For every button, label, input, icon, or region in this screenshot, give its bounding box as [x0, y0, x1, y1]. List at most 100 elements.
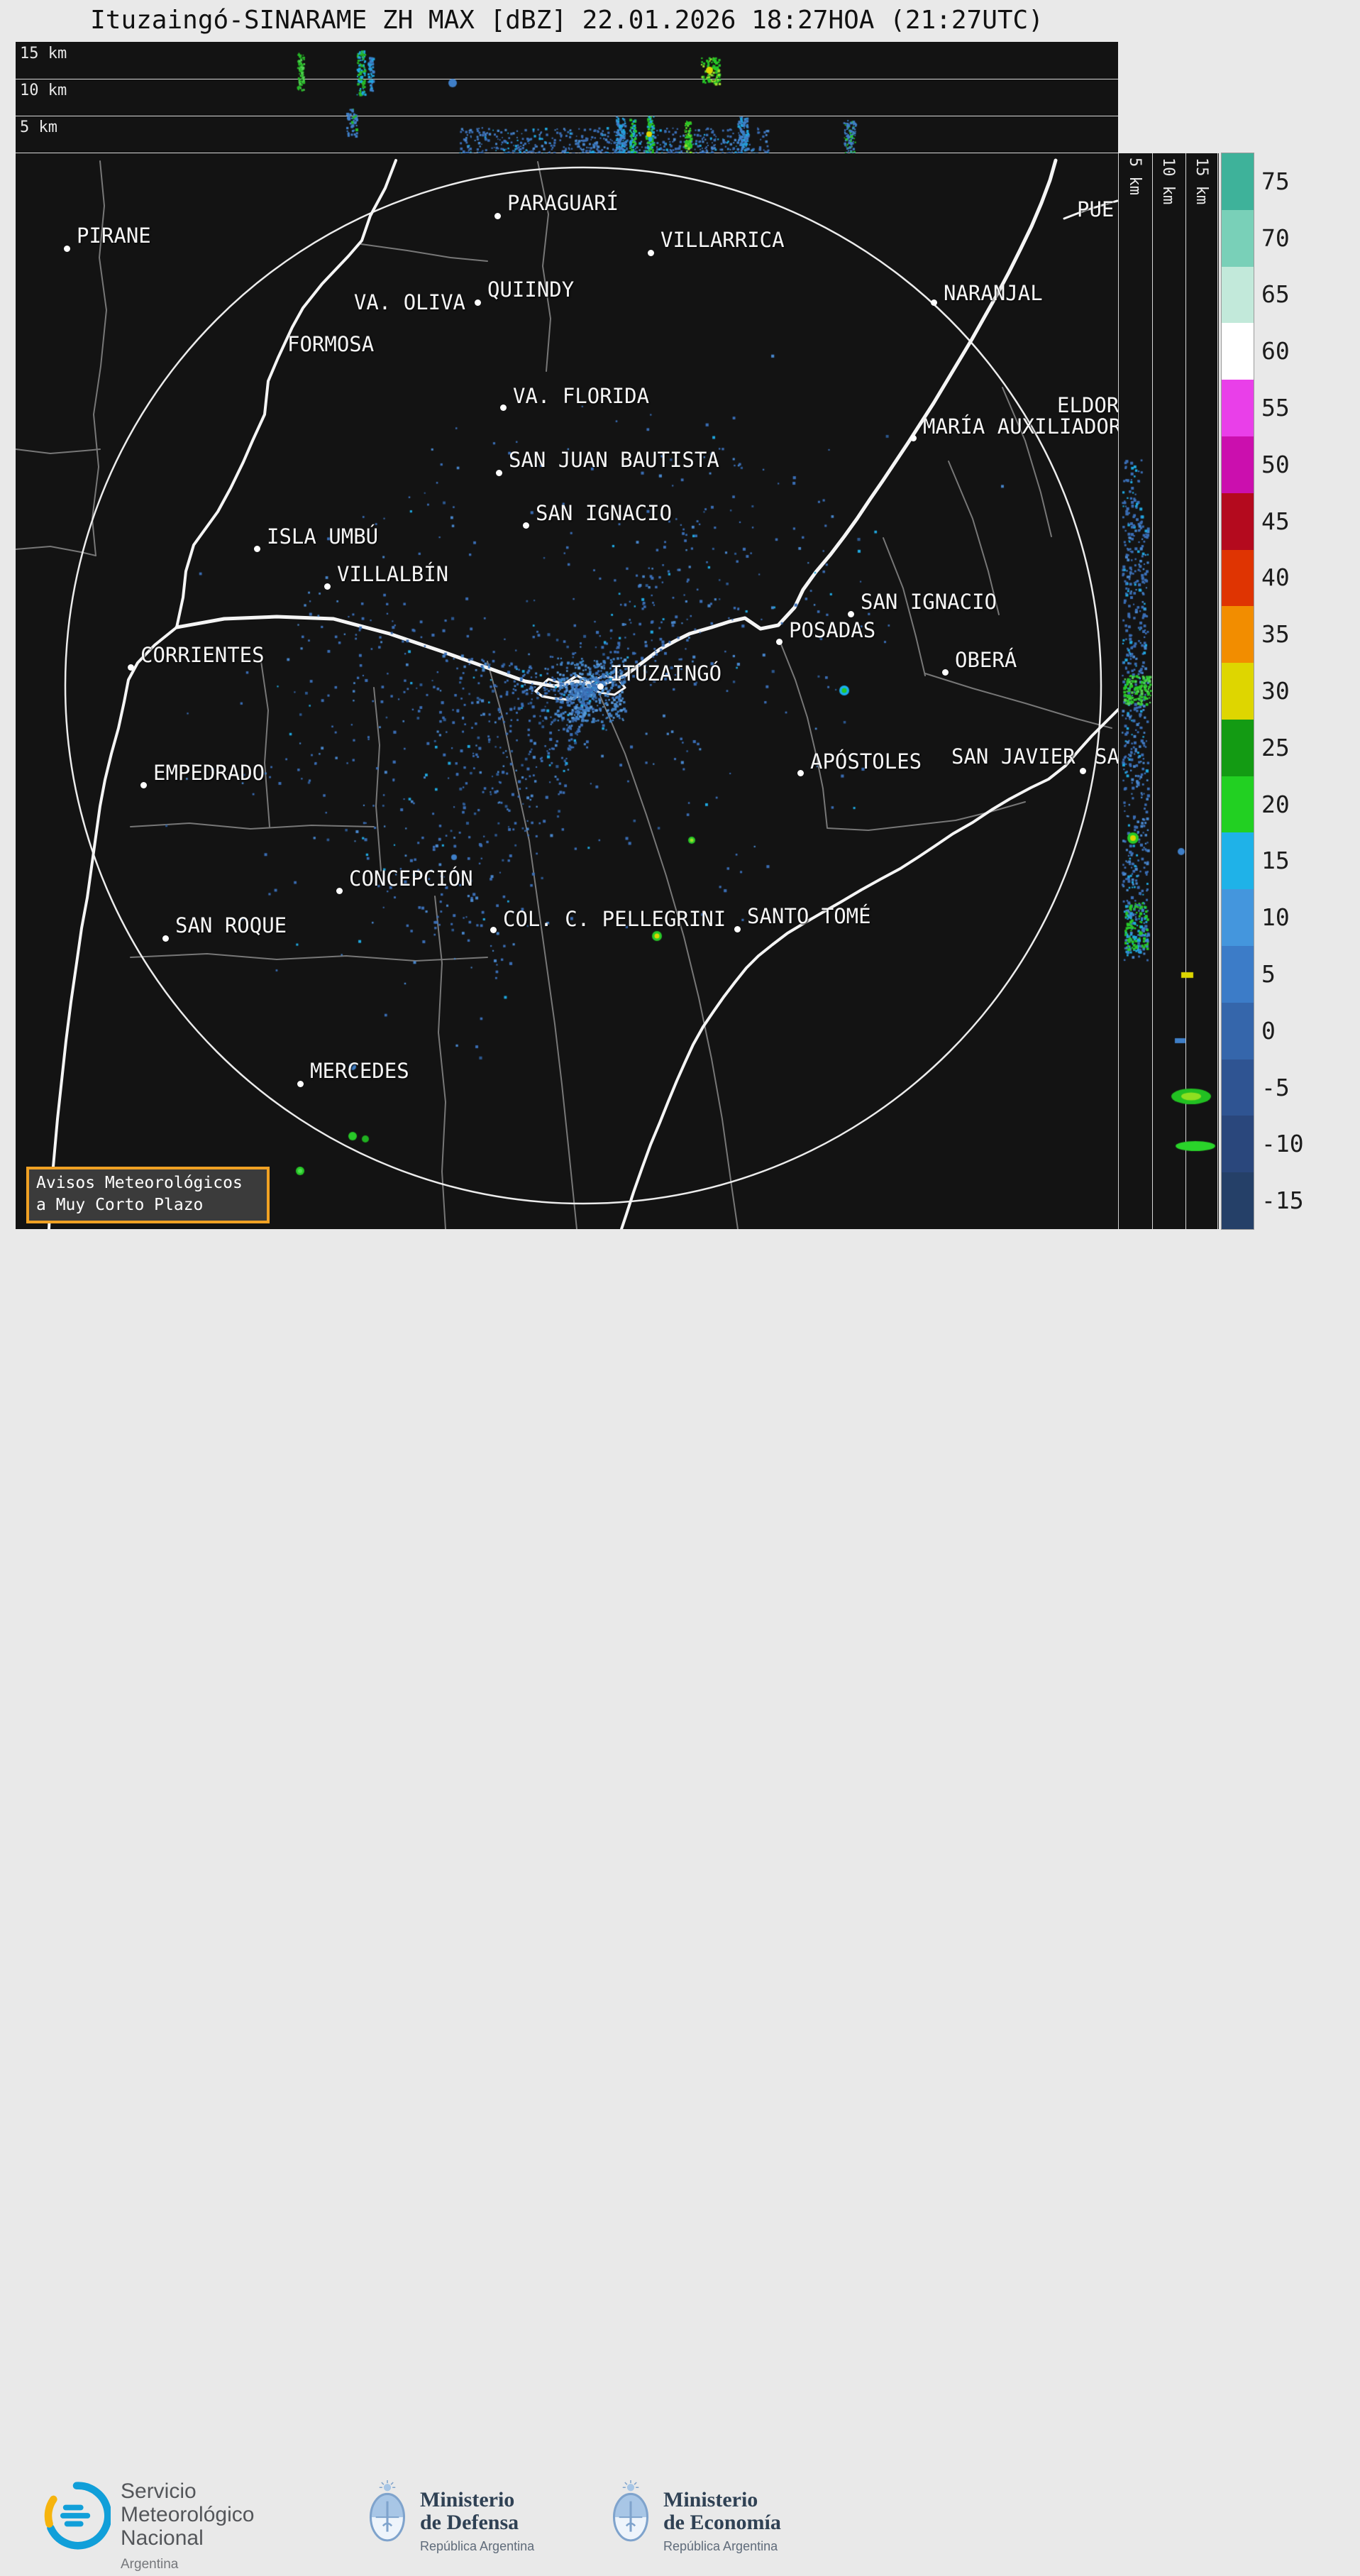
city-label: CONCEPCIÓN — [349, 866, 473, 891]
city-dot — [297, 1080, 304, 1087]
city-label: EMPEDRADO — [153, 761, 265, 785]
altitude-label-15km: 15 km — [20, 45, 67, 62]
colorbar-tick-0: 0 — [1261, 1016, 1276, 1045]
city-dot — [1079, 767, 1086, 774]
altitude-label-5km: 5 km — [20, 119, 57, 136]
city-dot — [734, 925, 741, 932]
coat-of-arms-icon — [612, 2480, 649, 2542]
colorbar-tick-15: 15 — [1261, 847, 1290, 875]
product-title: Ituzaingó-SINARAME ZH MAX [dBZ] 22.01.20… — [90, 6, 1044, 35]
cross-section-echo-canvas — [16, 42, 1118, 153]
colorbar-tick-50: 50 — [1261, 450, 1290, 478]
city-label: SAN IGNACIO — [861, 590, 997, 614]
defensa-line2: de Defensa — [420, 2511, 519, 2534]
city-label: ISLA UMBÚ — [267, 524, 379, 549]
city-dot — [930, 299, 937, 306]
city-dot — [941, 668, 949, 676]
colorbar-band--15 — [1222, 1172, 1254, 1229]
city-label: NARANJAL — [944, 281, 1043, 305]
city-label: SAN IGNACIO — [536, 501, 673, 525]
smn-logo-icon — [44, 2482, 111, 2550]
city-label: SAN ROQUE — [175, 913, 287, 937]
city-label: COL. C. PELLEGRINI — [503, 907, 726, 931]
colorbar-band-55 — [1222, 380, 1254, 437]
city-dot — [494, 212, 501, 219]
city-label: CORRIENTES — [140, 643, 265, 667]
ew-cross-section-panel: 15 km 10 km 5 km — [16, 42, 1118, 153]
ministerio-economia-wordmark: Ministerio de Economía República Argenti… — [663, 2489, 781, 2554]
colorbar-band-50 — [1222, 436, 1254, 494]
colorbar-band-0 — [1222, 1002, 1254, 1060]
smn-wordmark: Servicio Meteorológico Nacional Argentin… — [121, 2479, 254, 2576]
colorbar-tick-35: 35 — [1261, 620, 1290, 649]
colorbar-tick-75: 75 — [1261, 167, 1290, 195]
city-label: APÓSTOLES — [810, 749, 922, 774]
colorbar-tick-5: 5 — [1261, 959, 1276, 988]
city-label: PARAGUARÍ — [507, 191, 619, 215]
colorbar-tick--15: -15 — [1261, 1187, 1304, 1215]
city-dot — [847, 610, 854, 617]
smn-line2: Meteorológico — [121, 2503, 255, 2526]
colorbar-band-5 — [1222, 946, 1254, 1003]
colorbar-tick-65: 65 — [1261, 280, 1290, 309]
city-dot — [522, 522, 529, 529]
city-label: VA. FLORIDA — [513, 384, 650, 408]
coat-of-arms-icon — [369, 2480, 406, 2542]
defensa-line1: Ministerio — [420, 2488, 515, 2511]
colorbar-band-75 — [1222, 153, 1254, 211]
colorbar-band-25 — [1222, 719, 1254, 777]
colorbar-band-20 — [1222, 776, 1254, 834]
ns-cross-section-panel: 5 km 10 km 15 km — [1118, 153, 1219, 1229]
colorbar-tick-45: 45 — [1261, 507, 1290, 535]
altitude-label-10km: 10 km — [1159, 158, 1177, 205]
radar-map: PIRANE PARAGUARÍ VILLARRICA QUIINDY VA. OLIV… — [16, 153, 1118, 1229]
city-label: QUIINDY — [487, 277, 575, 302]
city-dot — [775, 638, 783, 645]
smn-line3: Nacional — [121, 2526, 204, 2550]
colorbar-tick-10: 10 — [1261, 903, 1290, 932]
alert-box-line2: a Muy Corto Plazo — [36, 1196, 204, 1214]
city-label: PIRANE — [77, 224, 151, 248]
colorbar-tick--10: -10 — [1261, 1130, 1304, 1158]
colorbar-band-70 — [1222, 209, 1254, 268]
colorbar-tick--5: -5 — [1261, 1073, 1290, 1101]
city-label: VILLALBÍN — [337, 562, 449, 586]
city-dot — [499, 404, 507, 411]
city-dot — [127, 664, 134, 671]
footer: Servicio Meteorológico Nacional Argentin… — [0, 1229, 1360, 2572]
cross-section-echo-canvas — [1119, 153, 1219, 1229]
city-label: SA — [1095, 744, 1118, 769]
alert-box: Avisos Meteorológicos a Muy Corto Plazo — [26, 1167, 270, 1223]
city-dot — [797, 769, 804, 776]
smn-line1: Servicio — [121, 2479, 197, 2503]
colorbar-tick-40: 40 — [1261, 563, 1290, 592]
radar-echo-canvas — [16, 153, 1118, 1229]
city-label: ITUZAINGÓ — [610, 661, 722, 686]
colorbar-tick-30: 30 — [1261, 677, 1290, 705]
city-dot — [324, 583, 331, 590]
colorbar-band-60 — [1222, 323, 1254, 380]
city-label: MARÍA AUXILIADORA — [923, 414, 1118, 439]
smn-country: Argentina — [121, 2557, 179, 2572]
colorbar-band-10 — [1222, 889, 1254, 947]
colorbar-tick-55: 55 — [1261, 394, 1290, 422]
colorbar-band-45 — [1222, 492, 1254, 551]
city-dot — [910, 434, 917, 441]
defensa-sub: República Argentina — [420, 2539, 535, 2553]
city-label: VA. OLIVA — [353, 290, 465, 314]
city-label: ELDORADO — [1057, 393, 1118, 417]
colorbar-band-30 — [1222, 663, 1254, 720]
colorbar-band--5 — [1222, 1059, 1254, 1116]
colorbar-tick-70: 70 — [1261, 224, 1290, 252]
city-dot — [597, 683, 604, 690]
colorbar-band-15 — [1222, 832, 1254, 890]
city-label: MERCEDES — [310, 1059, 409, 1083]
city-label: POSADAS — [789, 618, 876, 642]
city-dot — [140, 781, 147, 788]
colorbar-band--10 — [1222, 1116, 1254, 1173]
colorbar-tick-60: 60 — [1261, 337, 1290, 365]
city-label: PUE — [1077, 197, 1115, 221]
city-dot — [336, 887, 343, 894]
city-label: SANTO TOMÉ — [747, 904, 871, 928]
colorbar-band-40 — [1222, 549, 1254, 607]
